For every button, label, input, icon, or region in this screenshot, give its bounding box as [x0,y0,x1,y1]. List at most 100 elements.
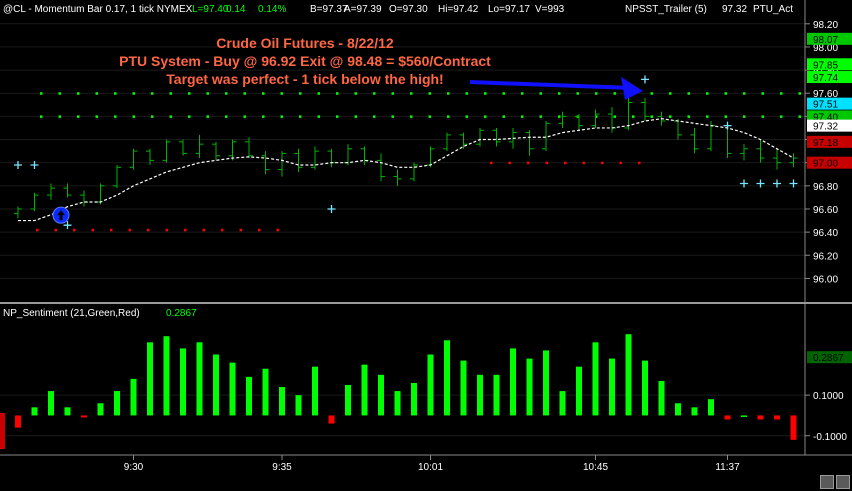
green-level-dot [280,115,283,118]
svg-text:97.74: 97.74 [813,73,838,84]
price-bar [162,139,171,163]
scroll-right-button[interactable] [836,475,850,489]
green-level-dot [114,92,117,95]
red-level-dot [36,228,39,232]
cyan-plus-marker [789,179,798,188]
left-edge-marker [0,413,5,449]
sentiment-bar [196,342,203,416]
sentiment-bar [147,342,153,416]
green-level-dot [132,92,135,95]
sentiment-bar [345,384,351,416]
price-bar [789,153,798,168]
price-bar [228,139,237,161]
price-tag: 97.18 [807,135,852,149]
green-level-dot [243,92,246,95]
price-bar [195,134,204,159]
green-level-dot [410,115,413,118]
level-dots [36,92,801,232]
green-level-dot [95,115,98,118]
red-level-dot [221,228,224,232]
sentiment-bar [460,360,467,416]
green-level-dot [724,92,727,95]
price-bar [756,139,765,163]
green-level-dot [225,115,228,118]
red-level-dot [619,161,622,165]
sentiment-bar [229,362,236,416]
price-bar [393,169,402,186]
time-tick-label: 10:45 [583,462,608,473]
price-bar [179,139,187,156]
price-bar [525,130,534,156]
price-bar [426,146,435,168]
green-level-dot [743,92,746,95]
sentiment-bar [543,350,549,416]
green-level-dot [798,92,801,95]
header-bid: B=97.37 [310,4,348,15]
header-low: Lo=97.17 [488,4,530,15]
green-level-dot [132,115,135,118]
svg-text:97.18: 97.18 [813,138,838,149]
header-open: O=97.30 [389,4,428,15]
svg-text:97.32: 97.32 [813,122,838,133]
sentiment-bar [774,415,780,420]
green-level-dot [188,92,191,95]
scroll-left-button[interactable] [820,475,834,489]
green-level-dot [613,115,616,118]
green-level-dot [262,92,265,95]
sentiment-bar [411,382,417,416]
sentiment-current-tag: 0.2867 [807,351,852,364]
price-bar [591,109,600,128]
sentiment-bar [741,415,747,417]
svg-text:0.2867: 0.2867 [813,353,844,364]
header-last: L=97.40 [192,4,229,15]
time-tick-label: 11:37 [715,462,740,473]
price-grid [0,23,805,279]
sentiment-value: 0.2867 [166,308,197,319]
sentiment-bars [15,334,797,440]
green-level-dot [114,115,117,118]
green-level-dot [188,115,191,118]
price-bar [410,162,418,182]
green-level-dot [410,92,413,95]
sentiment-bar [48,391,54,416]
svg-text:97.40: 97.40 [813,112,838,123]
price-bar [113,164,121,189]
red-level-dot [128,228,131,232]
time-tick-label: 10:01 [418,462,443,473]
sentiment-bar [576,366,582,416]
green-level-dot [373,92,376,95]
green-level-dot [521,115,524,118]
green-level-dot [780,115,783,118]
red-level-dot [239,228,242,232]
price-tick-label: 96.60 [813,205,838,216]
green-level-dot [632,115,635,118]
green-level-dot [465,92,468,95]
green-level-dot [447,92,450,95]
header-high: Hi=97.42 [438,4,479,15]
green-level-dot [169,115,172,118]
green-level-dot [336,92,339,95]
price-bar [311,146,319,170]
green-level-dot [40,115,43,118]
sentiment-bar [328,415,335,424]
green-level-dot [262,115,265,118]
price-tick-label: 96.20 [813,251,838,262]
sentiment-bar [114,391,120,416]
price-bar [492,127,501,147]
sentiment-bar [510,348,516,416]
price-bar [608,107,616,133]
green-level-dot [613,92,616,95]
sentiment-bar [427,354,434,416]
price-bar [294,148,303,172]
time-tick-label: 9:35 [272,462,292,473]
header-ptu: PTU_Act [753,4,793,15]
price-bar [459,132,468,149]
red-level-dot [202,228,205,232]
price-bar [80,190,88,207]
price-bar [443,132,451,152]
cyan-plus-marker [773,179,781,188]
sentiment-bar [163,336,170,416]
sentiment-tick-label: -0.1000 [813,432,847,443]
red-level-dot [165,228,168,232]
